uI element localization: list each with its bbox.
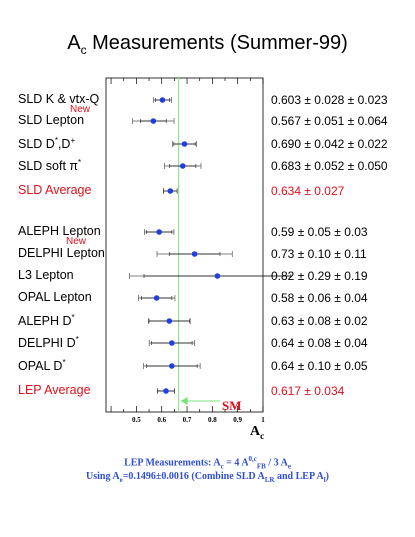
data-point <box>150 118 157 124</box>
row-value: 0.82 ± 0.29 ± 0.19 <box>271 269 368 283</box>
x-tick-label: 0.8 <box>208 416 217 424</box>
data-point <box>191 251 198 257</box>
data-point <box>214 273 221 279</box>
row-value: 0.73 ± 0.10 ± 0.11 <box>271 247 367 261</box>
row-value: 0.603 ± 0.028 ± 0.023 <box>271 93 388 107</box>
data-point <box>156 229 162 235</box>
data-point <box>169 363 175 369</box>
row-value: 0.617 ± 0.034 <box>271 384 345 398</box>
row-label: LEP Average <box>18 383 91 397</box>
row-value: 0.63 ± 0.08 ± 0.02 <box>271 314 368 328</box>
x-tick-label: 0.6 <box>157 416 166 424</box>
data-point <box>169 340 175 346</box>
row-label: DELPHI D* <box>18 335 79 351</box>
row-value: 0.64 ± 0.08 ± 0.04 <box>271 336 368 350</box>
row-label: OPAL D* <box>18 358 66 374</box>
sm-arrow-head <box>180 397 188 405</box>
x-axis-label: Ac <box>250 424 265 441</box>
plot-frame <box>105 77 264 413</box>
x-tick-label: 0.5 <box>132 416 141 424</box>
row-value: 0.683 ± 0.052 ± 0.050 <box>271 159 388 173</box>
x-tick-label: 0.7 <box>183 416 192 424</box>
chart-title: Ac Measurements (Summer-99) <box>67 32 348 57</box>
row-label: ALEPH Lepton <box>18 224 101 238</box>
x-tick-label: 0.9 <box>233 416 242 424</box>
row-label: ALEPH D* <box>18 313 75 329</box>
row-value: 0.64 ± 0.10 ± 0.05 <box>271 359 368 373</box>
footer-line-2: Using Ae=0.1496±0.0016 (Combine SLD ALR … <box>86 471 329 484</box>
row-label: SLD soft π* <box>18 158 82 174</box>
row-label: L3 Lepton <box>18 268 74 282</box>
row-value: 0.690 ± 0.042 ± 0.022 <box>271 137 388 151</box>
row-value: 0.58 ± 0.06 ± 0.04 <box>271 291 368 305</box>
row-value: 0.59 ± 0.05 ± 0.03 <box>271 225 368 239</box>
row-label: DELPHI Lepton <box>18 246 105 260</box>
row-label: SLD K & vtx-Q <box>18 92 100 106</box>
footer-line-1: LEP Measurements: Ac = 4 A0,cFB / 3 Ae <box>124 455 291 471</box>
row-label: SLD D*,D+ <box>18 136 76 152</box>
data-point <box>153 295 160 301</box>
new-tag: New <box>70 104 91 115</box>
data-point <box>159 97 166 103</box>
row-value: 0.634 ± 0.027 <box>271 184 345 198</box>
row-label: SLD Lepton <box>18 113 85 127</box>
data-point <box>181 141 188 147</box>
data-point <box>163 388 169 394</box>
sm-label: SM <box>222 398 242 413</box>
data-point <box>166 318 173 324</box>
row-value: 0.567 ± 0.051 ± 0.064 <box>271 114 388 128</box>
data-point <box>179 163 186 169</box>
new-tag: New <box>66 236 87 247</box>
data-point <box>167 188 174 194</box>
x-tick-label: 1 <box>261 416 265 424</box>
row-label: OPAL Lepton <box>18 290 92 304</box>
row-label: SLD Average <box>18 183 92 197</box>
